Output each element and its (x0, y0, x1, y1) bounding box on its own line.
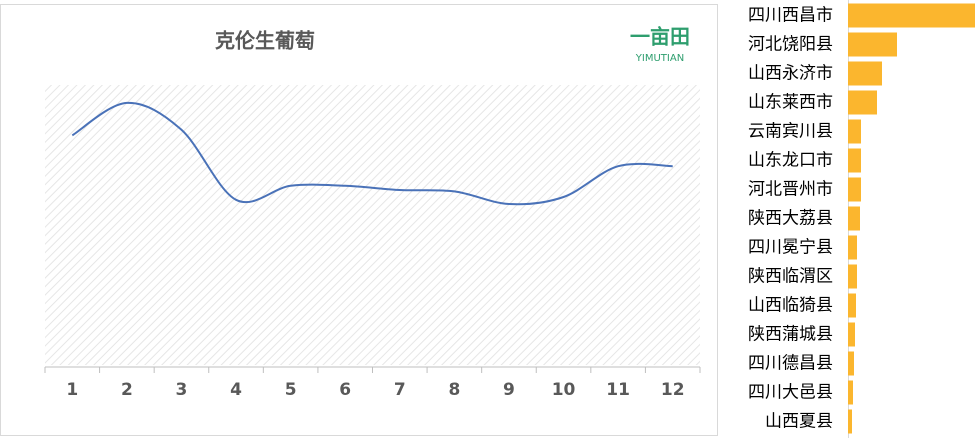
x-tick-label: 12 (661, 380, 685, 400)
bar (848, 119, 861, 144)
y-tick-label: 山西永济市 (748, 64, 833, 84)
y-tick-label: 山西临猗县 (748, 296, 833, 316)
y-tick-label: 陕西蒲城县 (748, 325, 833, 345)
bar (848, 32, 897, 57)
x-tick-label: 10 (552, 380, 576, 400)
line (71, 101, 673, 206)
bar (848, 206, 860, 231)
y-tick-label: 山东龙口市 (748, 151, 833, 171)
logo-text: YIMUTIAN (635, 53, 684, 64)
y-tick-label: 河北饶阳县 (748, 35, 833, 55)
bar (848, 177, 861, 202)
x-tick-label: 4 (230, 380, 242, 400)
bar (848, 322, 855, 347)
y-tick-label: 四川西昌市 (748, 6, 833, 26)
x-tick-label: 6 (339, 380, 351, 400)
plot-area (45, 85, 700, 365)
x-tick-label: 9 (503, 380, 515, 400)
bar (848, 90, 877, 115)
bar (848, 380, 853, 405)
y-tick-label: 四川德昌县 (748, 354, 833, 374)
x-tick-label: 8 (448, 380, 460, 400)
y-tick-label: 山东莱西市 (748, 93, 833, 113)
x-tick-label: 7 (394, 380, 406, 400)
bar (848, 409, 852, 434)
logo: 一亩田 (630, 25, 690, 49)
x-tick-label: 5 (285, 380, 297, 400)
bar (848, 3, 975, 28)
x-tick-label: 3 (176, 380, 188, 400)
chart-title: 克伦生葡萄 (215, 29, 315, 53)
bar (848, 351, 854, 376)
y-tick-label: 陕西临渭区 (748, 267, 833, 287)
bar (848, 264, 857, 289)
x-tick-label: 1 (66, 380, 78, 400)
x-tick-label: 2 (121, 380, 133, 400)
y-tick-label: 山西夏县 (765, 412, 833, 432)
y-tick-label: 陕西大荔县 (748, 209, 833, 229)
y-tick-label: 四川大邑县 (748, 383, 833, 403)
bar (848, 148, 861, 173)
bar (848, 293, 856, 318)
bar (848, 235, 857, 260)
bar (848, 61, 882, 86)
x-tick-label: 11 (606, 380, 630, 400)
y-tick-label: 云南宾川县 (748, 122, 833, 142)
y-tick-label: 河北晋州市 (748, 180, 833, 200)
y-tick-label: 四川冕宁县 (748, 238, 833, 258)
